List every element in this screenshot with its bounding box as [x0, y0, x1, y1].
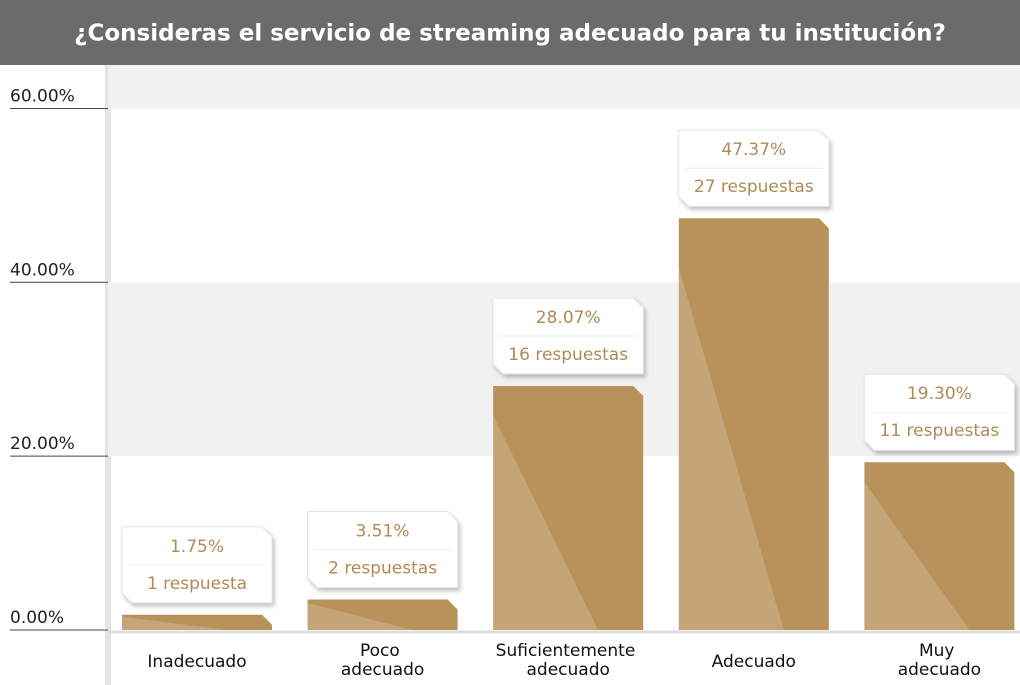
- axis-panel: [0, 65, 108, 685]
- x-tick-label: Poco adecuado: [341, 641, 424, 680]
- y-tick-label: 40.00%: [10, 260, 75, 280]
- value-label: 1.75%: [170, 537, 224, 557]
- count-label: 11 respuestas: [880, 421, 1000, 441]
- bar: [864, 462, 1015, 630]
- count-label: 16 respuestas: [508, 345, 628, 365]
- x-tick-label: Muy adecuado: [898, 641, 981, 680]
- count-label: 2 respuestas: [328, 558, 437, 578]
- y-tick-label: 60.00%: [10, 86, 75, 106]
- bar: [307, 599, 458, 630]
- bar-highlight: [493, 415, 599, 630]
- y-tick-label: 20.00%: [10, 434, 75, 454]
- value-label: 28.07%: [536, 308, 601, 328]
- x-tick-label: Adecuado: [712, 652, 796, 672]
- value-label: 19.30%: [907, 384, 972, 404]
- count-label: 27 respuestas: [694, 177, 814, 197]
- value-label: 47.37%: [721, 140, 786, 160]
- bar: [678, 218, 829, 630]
- bar-highlight: [307, 603, 413, 630]
- grid-band: [108, 65, 1020, 109]
- bar: [122, 614, 272, 630]
- chart-title: ¿Consideras el servicio de streaming ade…: [74, 21, 946, 47]
- count-label: 1 respuesta: [147, 574, 247, 594]
- x-tick-label: Inadecuado: [147, 652, 246, 672]
- bar-highlight: [678, 267, 784, 630]
- value-label: 3.51%: [356, 521, 410, 541]
- bar-highlight: [864, 482, 970, 630]
- bar-highlight: [122, 616, 227, 630]
- title-bar: [0, 0, 1020, 65]
- bar: [493, 386, 644, 630]
- x-tick-label: Suficientemente adecuado: [496, 641, 641, 680]
- y-tick-label: 0.00%: [10, 608, 64, 628]
